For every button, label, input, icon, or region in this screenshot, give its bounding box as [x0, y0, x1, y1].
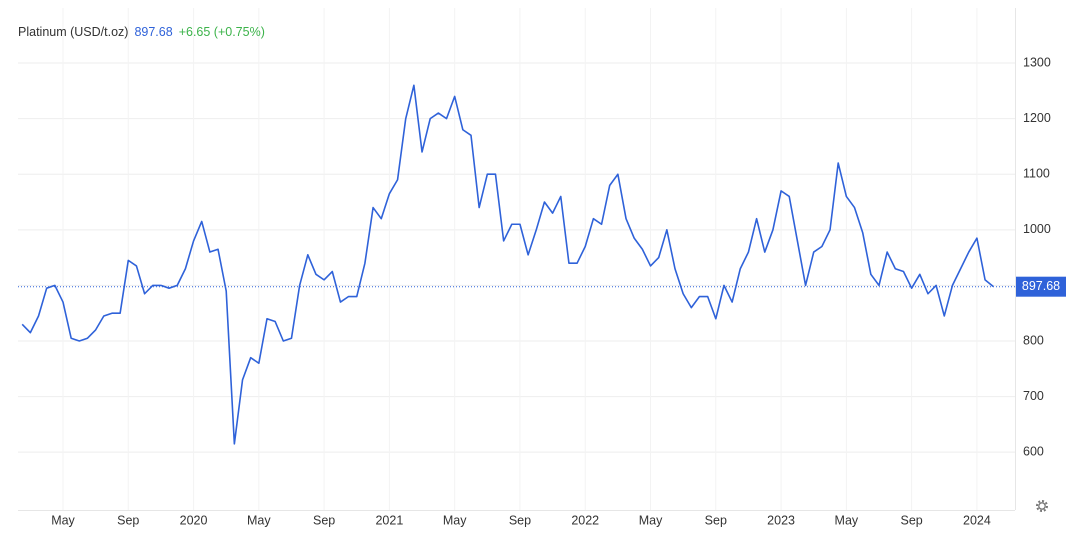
x-tick-label: Sep [509, 513, 531, 527]
y-tick-label: 800 [1023, 333, 1044, 347]
x-tick-label: Sep [117, 513, 139, 527]
settings-icon[interactable] [1036, 500, 1048, 512]
x-tick-label: 2021 [375, 513, 403, 527]
x-tick-label: 2023 [767, 513, 795, 527]
x-tick-label: Sep [313, 513, 335, 527]
y-tick-label: 600 [1023, 444, 1044, 458]
y-tick-label: 1300 [1023, 55, 1051, 69]
x-tick-label: 2022 [571, 513, 599, 527]
last-price-badge [1016, 276, 1066, 297]
gear-ring [1038, 502, 1046, 510]
x-tick-label: May [639, 513, 663, 527]
last-price: 897.68 [134, 25, 173, 39]
header: Platinum (USD/t.oz) 897.68 +6.65 (+0.75%) [18, 25, 271, 39]
price-line [21, 84, 994, 445]
x-tick-label: May [443, 513, 467, 527]
x-tick-label: Sep [901, 513, 923, 527]
x-tick-label: Sep [705, 513, 727, 527]
price-change: +6.65 (+0.75%) [178, 25, 265, 39]
grid [18, 8, 1015, 510]
x-tick-label: May [247, 513, 271, 527]
instrument-name: Platinum (USD/t.oz) [18, 25, 129, 39]
x-tick-label: May [51, 513, 75, 527]
y-tick-label: 1000 [1023, 222, 1051, 236]
y-tick-label: 1200 [1023, 111, 1051, 125]
gear-teeth [1036, 500, 1048, 512]
y-tick-label: 1100 [1023, 167, 1050, 181]
x-tick-label: 2024 [963, 513, 991, 527]
x-tick-label: May [835, 513, 859, 527]
last-price-label: 897.68 [1022, 279, 1060, 293]
y-tick-label: 700 [1023, 389, 1044, 403]
x-tick-label: 2020 [180, 513, 208, 527]
